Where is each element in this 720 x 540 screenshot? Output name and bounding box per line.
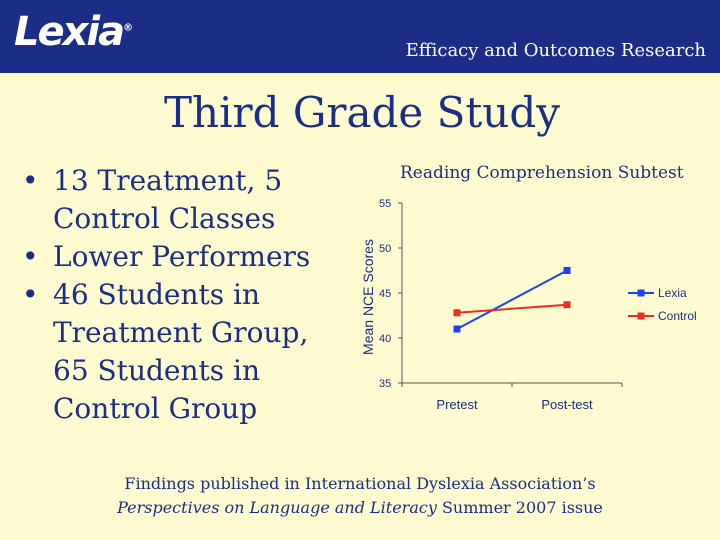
bullet-line: 13 Treatment, 5 (53, 164, 283, 197)
bullet-line: Control Group (53, 392, 258, 425)
control-series-line (456, 303, 568, 314)
legend-lexia-marker (637, 289, 645, 297)
bullet-line: Treatment Group, (53, 316, 309, 349)
bullet-dot: • (22, 164, 39, 197)
footnote-line-2: Perspectives on Language and Literacy Su… (0, 496, 720, 520)
bullet-item: • Lower Performers (22, 238, 342, 276)
bullet-dot: • (22, 278, 39, 311)
bullet-item: • 46 Students in Treatment Group, 65 Stu… (22, 276, 342, 428)
control-data-point (453, 309, 461, 317)
y-tick-label: 40 (379, 333, 391, 345)
y-tick-label: 55 (379, 198, 391, 210)
legend-control-label: Control (658, 309, 697, 323)
footnote: Findings published in International Dysl… (0, 472, 720, 520)
y-tick-label: 35 (379, 378, 391, 390)
legend-lexia-label: Lexia (658, 286, 687, 300)
bullet-line: 46 Students in (53, 278, 261, 311)
header-bar: Lexia® Efficacy and Outcomes Research (0, 0, 720, 73)
chart-title: Reading Comprehension Subtest (400, 163, 684, 183)
bullet-list: • 13 Treatment, 5 Control Classes • Lowe… (22, 162, 342, 428)
lexia-series-line (456, 269, 568, 330)
bullet-line: 65 Students in (53, 354, 261, 387)
footnote-journal: Perspectives on Language and Literacy (117, 498, 437, 517)
control-data-point (563, 301, 571, 309)
logo-registered-mark: ® (123, 22, 134, 34)
y-axis-label: Mean NCE Scores (360, 239, 376, 355)
logo-text: Lexia (14, 9, 125, 55)
header-title: Efficacy and Outcomes Research (405, 40, 706, 61)
y-tick-label: 45 (379, 288, 391, 300)
bullet-line: Control Classes (53, 202, 276, 235)
legend-control-marker (637, 312, 645, 320)
bullet-item: • 13 Treatment, 5 Control Classes (22, 162, 342, 238)
slide-title-text: Third Grade Study (164, 88, 560, 137)
footnote-issue: Summer 2007 issue (436, 498, 603, 517)
lexia-logo: Lexia® (14, 9, 133, 55)
lexia-data-point (563, 267, 571, 274)
lexia-data-point (453, 325, 461, 333)
x-category-label: Pretest (436, 397, 478, 412)
x-category-label: Post-test (541, 397, 593, 412)
bullet-dot: • (22, 240, 39, 273)
slide-title: Third Grade Study (0, 88, 720, 137)
footnote-line-1: Findings published in International Dysl… (124, 474, 596, 493)
bullet-line: Lower Performers (53, 240, 311, 273)
y-tick-label: 50 (379, 243, 391, 255)
